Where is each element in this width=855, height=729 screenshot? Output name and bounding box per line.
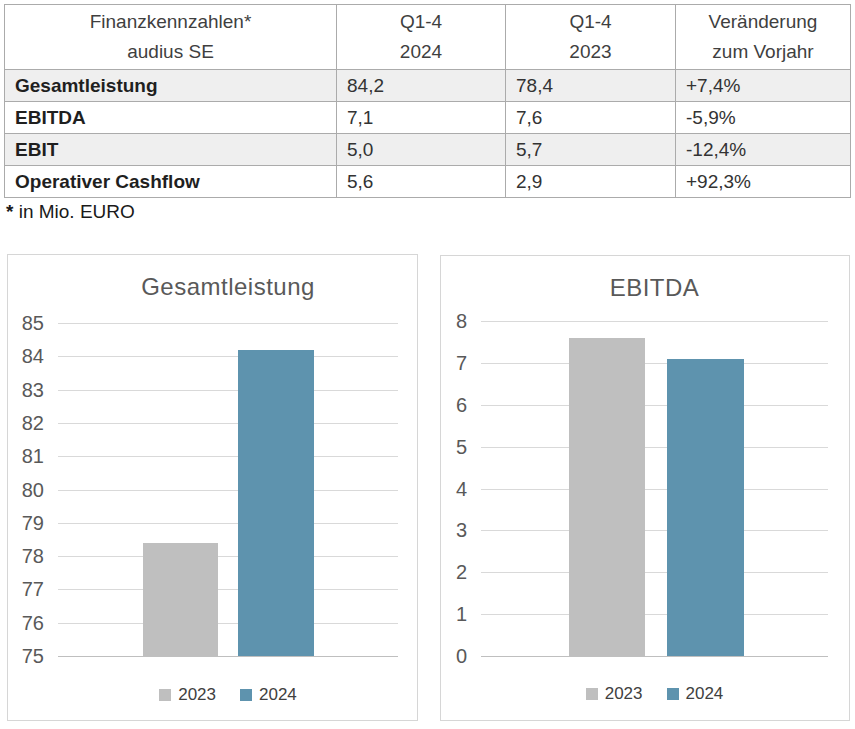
table-row-ebitda: EBITDA 7,1 7,6 -5,9% (5, 102, 851, 134)
chart-title: EBITDA (481, 274, 828, 302)
page: Finanzkennzahlen* audius SE Q1-4 2024 Q1… (0, 0, 855, 729)
value-change: +7,4% (676, 70, 851, 102)
y-tick-label: 85 (8, 309, 44, 337)
header-line-2: audius SE (9, 37, 332, 67)
bar-2023 (143, 543, 218, 656)
legend-label: 2023 (178, 685, 216, 705)
legend-item-2023: 2023 (586, 684, 643, 704)
gridline (481, 614, 828, 615)
chart-title: Gesamtleistung (58, 273, 398, 301)
value-2024: 5,0 (337, 134, 506, 166)
gridline (481, 447, 828, 448)
footnote: * in Mio. EURO (6, 201, 135, 223)
chart-gesamtleistung: Gesamtleistung 2023 2024 75 76 77 78 79 80 81 82… (7, 254, 418, 721)
legend-item-2023: 2023 (159, 685, 216, 705)
gridline (58, 390, 398, 391)
header-line-1: Q1-4 (341, 7, 501, 37)
table-row-operativer-cashflow: Operativer Cashflow 5,6 2,9 +92,3% (5, 166, 851, 198)
financial-table: Finanzkennzahlen* audius SE Q1-4 2024 Q1… (4, 4, 851, 198)
chart-ebitda: EBITDA 2023 2024 0 1 2 3 4 5 6 7 8 (440, 255, 850, 721)
gridline (481, 321, 828, 322)
row-label: Operativer Cashflow (5, 166, 337, 198)
value-2024: 7,1 (337, 102, 506, 134)
value-2023: 78,4 (506, 70, 676, 102)
gridline (481, 405, 828, 406)
y-tick-label: 8 (441, 307, 467, 335)
table-row-ebit: EBIT 5,0 5,7 -12,4% (5, 134, 851, 166)
value-2023: 7,6 (506, 102, 676, 134)
y-tick-label: 76 (8, 609, 44, 637)
table-row-gesamtleistung: Gesamtleistung 84,2 78,4 +7,4% (5, 70, 851, 102)
header-line-2: 2023 (510, 37, 671, 67)
row-label: Gesamtleistung (5, 70, 337, 102)
legend-swatch-2023 (159, 689, 171, 701)
table-header-cell-change: Veränderung zum Vorjahr (676, 5, 851, 70)
bar-2023 (569, 338, 645, 656)
row-label: EBITDA (5, 102, 337, 134)
chart-legend: 2023 2024 (58, 685, 398, 705)
y-tick-label: 0 (441, 642, 467, 670)
y-tick-label: 78 (8, 542, 44, 570)
legend-swatch-2024 (240, 689, 252, 701)
value-2023: 5,7 (506, 134, 676, 166)
value-change: -12,4% (676, 134, 851, 166)
y-tick-label: 4 (441, 475, 467, 503)
gridline (58, 490, 398, 491)
row-label: EBIT (5, 134, 337, 166)
table-header-row: Finanzkennzahlen* audius SE Q1-4 2024 Q1… (5, 5, 851, 70)
gridline (58, 323, 398, 324)
x-axis-line (481, 656, 828, 657)
header-line-1: Finanzkennzahlen* (9, 7, 332, 37)
gridline (58, 356, 398, 357)
value-change: +92,3% (676, 166, 851, 198)
y-tick-label: 1 (441, 600, 467, 628)
gridline (481, 489, 828, 490)
gridline (58, 423, 398, 424)
legend-label: 2024 (686, 684, 724, 704)
value-2023: 2,9 (506, 166, 676, 198)
gridline (58, 556, 398, 557)
gridline (58, 456, 398, 457)
y-tick-label: 81 (8, 442, 44, 470)
footnote-text: in Mio. EURO (13, 201, 134, 222)
table-header-cell-2023: Q1-4 2023 (506, 5, 676, 70)
value-2024: 5,6 (337, 166, 506, 198)
y-tick-label: 79 (8, 509, 44, 537)
table-header-cell-name: Finanzkennzahlen* audius SE (5, 5, 337, 70)
header-line-2: zum Vorjahr (680, 37, 846, 67)
table-header-cell-2024: Q1-4 2024 (337, 5, 506, 70)
chart-legend: 2023 2024 (481, 684, 828, 704)
y-tick-label: 6 (441, 391, 467, 419)
value-change: -5,9% (676, 102, 851, 134)
header-line-1: Veränderung (680, 7, 846, 37)
x-axis-line (58, 656, 398, 657)
y-tick-label: 5 (441, 433, 467, 461)
gridline (58, 523, 398, 524)
y-tick-label: 75 (8, 642, 44, 670)
legend-item-2024: 2024 (667, 684, 724, 704)
legend-label: 2024 (259, 685, 297, 705)
y-tick-label: 77 (8, 575, 44, 603)
legend-item-2024: 2024 (240, 685, 297, 705)
y-tick-label: 3 (441, 516, 467, 544)
y-tick-label: 80 (8, 476, 44, 504)
y-tick-label: 7 (441, 349, 467, 377)
gridline (58, 589, 398, 590)
legend-swatch-2023 (586, 688, 598, 700)
gridline (58, 623, 398, 624)
gridline (481, 363, 828, 364)
gridline (481, 530, 828, 531)
gridline (481, 572, 828, 573)
legend-label: 2023 (605, 684, 643, 704)
y-tick-label: 2 (441, 558, 467, 586)
legend-swatch-2024 (667, 688, 679, 700)
value-2024: 84,2 (337, 70, 506, 102)
header-line-2: 2024 (341, 37, 501, 67)
y-tick-label: 83 (8, 376, 44, 404)
bar-2024 (238, 350, 314, 656)
y-tick-label: 82 (8, 409, 44, 437)
y-tick-label: 84 (8, 342, 44, 370)
header-line-1: Q1-4 (510, 7, 671, 37)
bar-2024 (667, 359, 744, 656)
